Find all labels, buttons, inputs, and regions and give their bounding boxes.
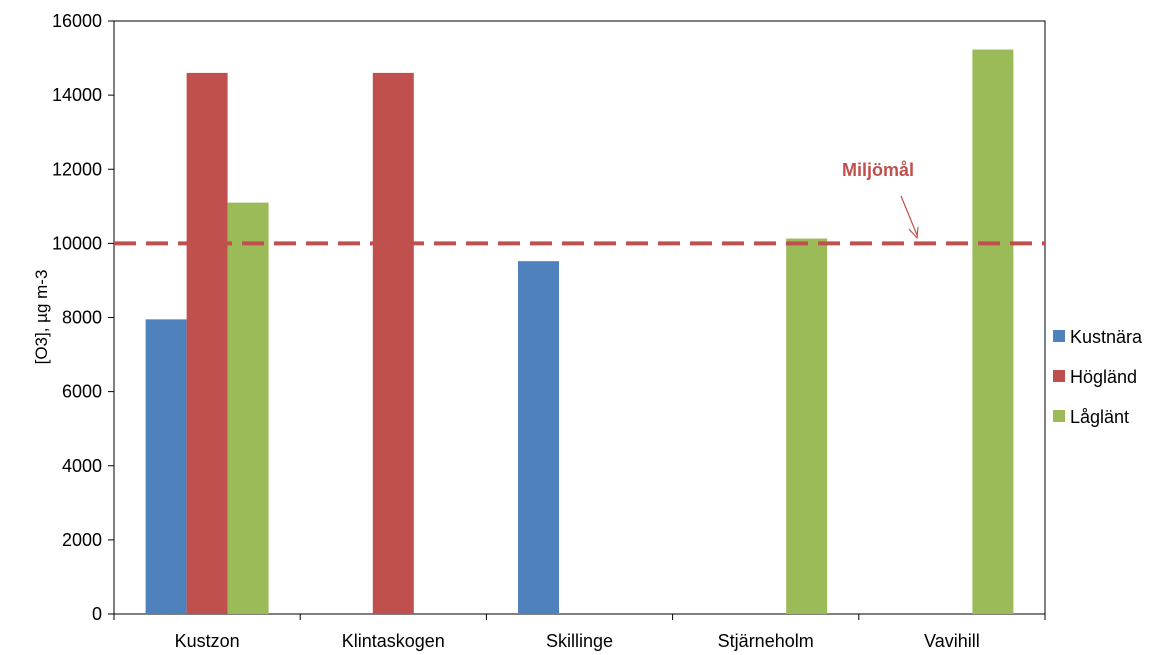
legend-swatch [1053, 410, 1065, 422]
y-tick-label: 10000 [52, 233, 102, 253]
y-tick-label: 0 [92, 604, 102, 624]
x-category-label: Skillinge [546, 631, 613, 651]
y-tick-label: 6000 [62, 382, 102, 402]
legend-label: Högländ [1070, 367, 1137, 387]
bar-högländ-kustzon [186, 72, 228, 614]
legend-label: Låglänt [1070, 407, 1129, 427]
bar-högländ-klintaskogen [372, 72, 414, 614]
bar-låglänt-kustzon [227, 202, 269, 614]
threshold-arrow [900, 195, 918, 236]
legend-swatch [1053, 370, 1065, 382]
threshold-label: Miljömål [842, 160, 914, 180]
threshold-line: Miljömål [114, 160, 1045, 246]
y-tick-label: 14000 [52, 85, 102, 105]
y-tick-label: 16000 [52, 11, 102, 31]
y-tick-label: 12000 [52, 159, 102, 179]
x-category-label: Stjärneholm [718, 631, 814, 651]
x-category-label: Klintaskogen [342, 631, 445, 651]
y-tick-label: 2000 [62, 530, 102, 550]
threshold-arrow-head [908, 226, 919, 240]
bar-kustnära-skillinge [518, 261, 559, 614]
x-category-label: Kustzon [175, 631, 240, 651]
y-tick-label: 4000 [62, 456, 102, 476]
legend-label: Kustnära [1070, 327, 1143, 347]
y-axis-ticks: 0 2000 4000 6000 8000 10000 12000 14000 16000 [52, 11, 114, 624]
legend: Kustnära Högländ Låglänt [1053, 327, 1143, 427]
bar-låglänt-vavihill [972, 49, 1014, 614]
legend-swatch [1053, 330, 1065, 342]
bar-låglänt-stjärneholm [786, 238, 828, 614]
x-category-label: Vavihill [924, 631, 980, 651]
y-axis-label: [O3], µg m-3 [32, 270, 51, 365]
bar-kustnära-kustzon [145, 319, 187, 614]
bars [145, 49, 1014, 614]
y-tick-label: 8000 [62, 308, 102, 328]
x-axis-categories: Kustzon Klintaskogen Skillinge Stjärneholm V… [113, 614, 1046, 651]
